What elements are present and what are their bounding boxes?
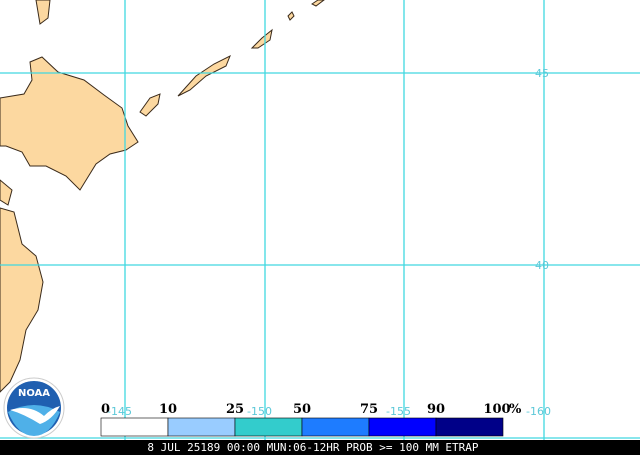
noaa-logo: NOAA — [3, 377, 65, 439]
footer-bar — [0, 440, 640, 455]
legend-swatch — [435, 417, 504, 437]
legend: 0 10 25 50 75 90 100% — [100, 402, 522, 437]
lat-label: 40 — [535, 259, 549, 272]
coast-strip — [0, 179, 13, 206]
land — [0, 0, 325, 393]
sakhalin-tip — [35, 0, 51, 25]
honshu — [0, 207, 44, 393]
legend-swatch — [234, 417, 303, 437]
graticule — [0, 0, 640, 440]
legend-label: 25 — [226, 402, 244, 417]
legend-label: 50 — [293, 402, 311, 417]
legend-label: 100 — [483, 402, 510, 417]
legend-swatch — [100, 417, 169, 437]
kuril-1 — [139, 93, 161, 117]
lon-label: -145 — [107, 405, 132, 418]
legend-swatch — [368, 417, 437, 437]
lon-label: -155 — [386, 405, 411, 418]
lon-label: -160 — [526, 405, 551, 418]
legend-unit: % — [509, 402, 522, 417]
legend-swatch — [167, 417, 236, 437]
legend-label: 0 — [101, 402, 110, 417]
legend-label: 75 — [360, 402, 378, 417]
lat-label: 45 — [535, 67, 549, 80]
legend-swatch — [301, 417, 370, 437]
legend-label: 10 — [159, 402, 177, 417]
kuril-4 — [287, 11, 295, 21]
footer-text: 8 JUL 25189 00:00 MUN:06-12HR PROB >= 10… — [147, 441, 479, 454]
hokkaido — [0, 56, 139, 191]
logo-text: NOAA — [18, 388, 50, 399]
lon-label: -150 — [247, 405, 272, 418]
kuril-5 — [311, 0, 325, 7]
kuril-2 — [177, 54, 231, 97]
legend-label: 90 — [427, 402, 445, 417]
kuril-3 — [250, 28, 273, 49]
